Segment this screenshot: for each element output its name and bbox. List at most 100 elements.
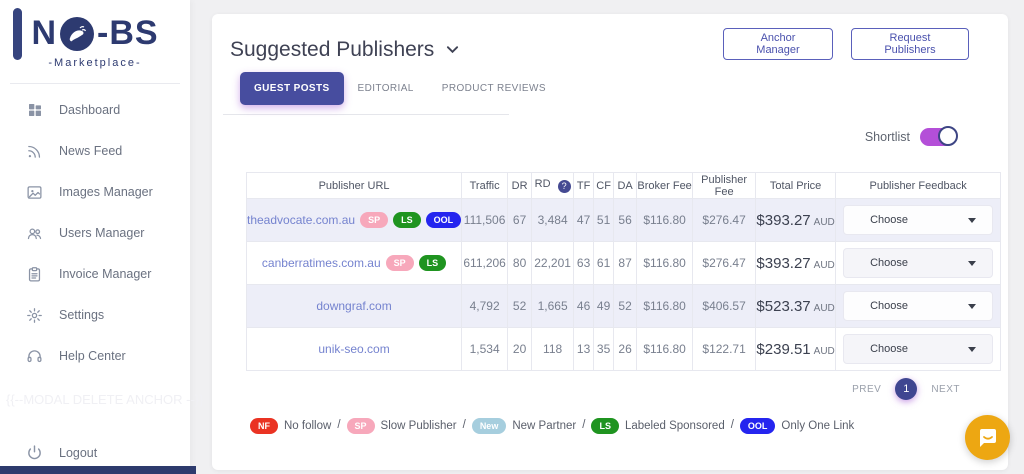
sidebar-item-label: Dashboard — [59, 103, 121, 117]
feedback-cell: Choose — [835, 241, 1002, 285]
publisher-url-cell: theadvocate.com.au SP LS OOL — [245, 198, 463, 242]
rd-cell: 1,665 — [531, 284, 575, 328]
ls-badge: LS — [591, 418, 619, 434]
shortlist-toggle[interactable] — [920, 126, 958, 146]
legend-separator: / — [730, 419, 734, 431]
rd-cell: 118 — [531, 327, 575, 371]
sidebar-item-images-manager[interactable]: Images Manager — [0, 178, 190, 206]
sidebar-item-dashboard[interactable]: Dashboard — [0, 96, 190, 124]
broker-fee-cell: $116.80 — [636, 241, 694, 285]
toggle-knob — [938, 126, 958, 146]
publisher-url-cell: unik-seo.com — [245, 327, 463, 371]
legend-item: OOL Only One Link — [739, 416, 855, 434]
feedback-select[interactable]: Choose — [843, 291, 994, 321]
tab-editorial[interactable]: EDITORIAL — [357, 83, 414, 94]
feedback-select[interactable]: Choose — [843, 205, 994, 235]
select-caret-icon — [968, 346, 977, 352]
tab-product-reviews[interactable]: PRODUCT REVIEWS — [441, 83, 546, 94]
sp-badge: SP — [385, 255, 414, 271]
sidebar-item-logout[interactable]: Logout — [0, 444, 190, 461]
bull-logo-icon — [60, 16, 94, 51]
publisher-url-link[interactable]: theadvocate.com.au — [247, 213, 356, 227]
column-header-cf: CF — [593, 172, 615, 199]
dr-cell: 20 — [507, 327, 533, 371]
anchor-manager-button[interactable]: Anchor Manager — [723, 28, 833, 60]
next-page-button[interactable]: NEXT — [931, 383, 960, 395]
column-header-rd: RD ? — [531, 172, 575, 199]
sidebar: N -BS -Marketplace- Dashboard News Feed Im… — [0, 0, 203, 466]
cf-cell: 51 — [593, 198, 615, 242]
news-feed-icon — [26, 143, 43, 160]
sidebar-scrollbar[interactable] — [13, 8, 22, 60]
invoice-manager-icon — [26, 266, 43, 283]
rd-cell: 22,201 — [531, 241, 575, 285]
legend-label: Slow Publisher — [380, 420, 457, 432]
table-row: canberratimes.com.au SP LS 611,206 80 22,201 6… — [245, 241, 1002, 285]
table-row: theadvocate.com.au SP LS OOL 111,506 67 3,484 4… — [245, 198, 1002, 242]
current-page-button[interactable]: 1 — [895, 378, 918, 400]
da-cell: 52 — [613, 284, 638, 328]
ls-badge: LS — [393, 212, 421, 228]
tf-cell: 63 — [573, 241, 595, 285]
cf-cell: 49 — [593, 284, 615, 328]
sidebar-item-settings[interactable]: Settings — [0, 301, 190, 329]
rd-help-icon[interactable]: ? — [557, 179, 571, 193]
tab-guest-posts[interactable]: GUEST POSTS — [240, 72, 344, 105]
sidebar-item-label: Invoice Manager — [59, 267, 152, 281]
page-title: Suggested Publishers — [230, 38, 459, 62]
traffic-cell: 1,534 — [461, 327, 509, 371]
ool-badge: OOL — [425, 212, 462, 228]
column-header-dr: DR — [507, 172, 533, 199]
table-body: theadvocate.com.au SP LS OOL 111,506 67 3,484 4… — [245, 198, 1002, 371]
table-header-row: Publisher URL Traffic DR RD ? TF CF DA Broker F… — [245, 172, 1002, 199]
feedback-select[interactable]: Choose — [843, 248, 994, 278]
traffic-cell: 611,206 — [461, 241, 509, 285]
column-header-publisher-feedback: Publisher Feedback — [835, 172, 1002, 199]
da-cell: 56 — [613, 198, 638, 242]
legend-item: New New Partner — [471, 416, 576, 434]
select-caret-icon — [968, 260, 977, 266]
cf-cell: 61 — [593, 241, 615, 285]
column-header-da: DA — [613, 172, 638, 199]
da-cell: 87 — [613, 241, 638, 285]
chevron-down-icon[interactable] — [446, 38, 459, 62]
prev-page-button[interactable]: PREV — [852, 383, 882, 395]
publisher-fee-cell: $276.47 — [692, 198, 757, 242]
power-icon — [26, 444, 43, 461]
brand-logo: N -BS -Marketplace- — [0, 0, 190, 69]
page-bottom-edge — [0, 466, 196, 474]
column-header-publisher-fee: Publisher Fee — [692, 172, 757, 199]
sp-badge: SP — [360, 212, 389, 228]
rd-cell: 3,484 — [531, 198, 575, 242]
legend-label: Only One Link — [781, 420, 855, 432]
publisher-fee-cell: $406.57 — [692, 284, 757, 328]
select-caret-icon — [968, 303, 977, 309]
sidebar-item-invoice-manager[interactable]: Invoice Manager — [0, 260, 190, 288]
chat-launcher-button[interactable] — [965, 415, 1010, 460]
feedback-cell: Choose — [835, 284, 1002, 328]
broker-fee-cell: $116.80 — [636, 198, 694, 242]
dr-cell: 52 — [507, 284, 533, 328]
publisher-url-link[interactable]: canberratimes.com.au — [261, 256, 381, 270]
publisher-url-link[interactable]: unik-seo.com — [318, 342, 390, 356]
brand-name-right: -BS — [97, 14, 159, 52]
tf-cell: 47 — [573, 198, 595, 242]
dr-cell: 67 — [507, 198, 533, 242]
sidebar-item-users-manager[interactable]: Users Manager — [0, 219, 190, 247]
broker-fee-cell: $116.80 — [636, 327, 694, 371]
dashboard-icon — [26, 102, 43, 119]
sidebar-item-news-feed[interactable]: News Feed — [0, 137, 190, 165]
images-manager-icon — [26, 184, 43, 201]
request-publishers-button[interactable]: Request Publishers — [851, 28, 969, 60]
legend-separator: / — [582, 419, 586, 431]
da-cell: 26 — [613, 327, 638, 371]
publisher-url-cell: canberratimes.com.au SP LS — [245, 241, 463, 285]
column-header-broker-fee: Broker Fee — [636, 172, 694, 199]
publisher-fee-cell: $276.47 — [692, 241, 757, 285]
feedback-select[interactable]: Choose — [843, 334, 994, 364]
dr-cell: 80 — [507, 241, 533, 285]
publisher-url-link[interactable]: downgraf.com — [316, 299, 392, 313]
sidebar-item-label: Images Manager — [59, 185, 153, 199]
sidebar-item-label: Help Center — [59, 349, 126, 363]
sidebar-item-help-center[interactable]: Help Center — [0, 342, 190, 370]
